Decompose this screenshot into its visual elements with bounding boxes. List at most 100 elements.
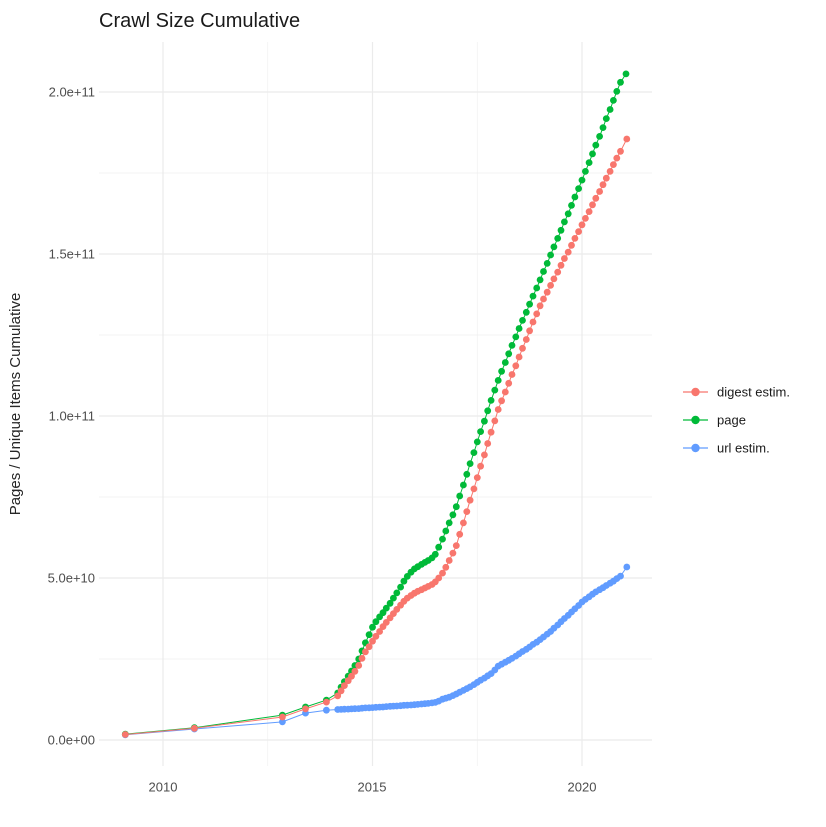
data-point	[515, 325, 523, 332]
data-point	[358, 655, 366, 662]
data-point	[554, 235, 562, 242]
data-point	[473, 438, 481, 446]
data-point	[512, 333, 520, 341]
legend: digest estim. page url estim.	[683, 385, 790, 456]
data-point	[529, 318, 537, 326]
x-tick-label: 2010	[149, 780, 178, 795]
data-point	[547, 251, 554, 259]
data-point	[536, 276, 544, 284]
data-point	[592, 194, 600, 202]
data-point	[323, 698, 330, 706]
data-point	[369, 623, 376, 631]
data-point	[554, 268, 562, 276]
data-point	[473, 474, 481, 481]
y-axis-tick-labels: 0.0e+00 5.0e+10 1.0e+11 1.5e+11 2.0e+11	[48, 85, 95, 748]
data-point	[481, 417, 488, 425]
data-point	[348, 672, 355, 680]
data-point	[470, 449, 478, 456]
data-point	[582, 215, 589, 222]
data-point	[501, 388, 509, 396]
data-point	[302, 705, 309, 713]
data-point	[529, 292, 537, 300]
data-point	[439, 569, 446, 577]
data-point	[477, 428, 484, 435]
data-point	[365, 631, 373, 639]
data-point	[508, 342, 516, 349]
data-point	[501, 359, 509, 366]
data-point	[568, 241, 575, 249]
data-point	[382, 604, 390, 612]
data-point	[435, 543, 443, 551]
data-point	[617, 572, 624, 580]
data-point	[372, 632, 380, 640]
y-tick-label: 5.0e+10	[48, 571, 95, 586]
y-tick-label: 0.0e+00	[48, 733, 95, 748]
data-point	[622, 70, 630, 78]
series-line-page	[125, 73, 627, 735]
data-point	[445, 557, 453, 564]
data-point	[400, 577, 408, 585]
data-point	[522, 308, 530, 316]
data-point	[470, 485, 478, 493]
data-point	[617, 78, 624, 86]
data-point	[487, 428, 495, 436]
data-point	[491, 417, 499, 425]
data-point	[585, 208, 593, 216]
data-point	[466, 496, 474, 504]
legend-item-label: url estim.	[717, 441, 770, 456]
data-point	[494, 406, 502, 413]
legend-key-dot	[691, 387, 700, 397]
x-tick-label: 2015	[358, 780, 387, 795]
data-point	[341, 682, 348, 689]
data-point	[540, 295, 547, 303]
legend-item-digest-estim: digest estim.	[683, 385, 790, 400]
data-point	[550, 243, 558, 251]
data-point	[602, 115, 610, 122]
data-point	[393, 589, 401, 597]
y-tick-label: 1.0e+11	[49, 409, 95, 424]
data-point	[456, 530, 464, 538]
data-point	[522, 336, 530, 343]
data-point	[582, 168, 589, 175]
data-point	[463, 470, 471, 478]
data-point	[372, 618, 380, 626]
data-point	[279, 713, 286, 721]
data-point	[575, 228, 582, 236]
data-point	[602, 174, 610, 182]
data-point	[498, 367, 505, 375]
data-point	[606, 106, 614, 113]
data-point	[439, 535, 446, 543]
legend-key-dot	[691, 415, 700, 425]
data-point	[571, 235, 579, 242]
data-point	[442, 527, 450, 535]
legend-item-label: digest estim.	[717, 385, 790, 400]
y-tick-label: 1.5e+11	[49, 247, 95, 262]
data-point	[533, 310, 541, 318]
data-point	[323, 706, 330, 714]
data-point	[571, 193, 579, 201]
data-point	[543, 260, 551, 267]
data-series	[121, 70, 631, 739]
data-point	[390, 594, 397, 602]
data-point	[617, 147, 624, 155]
data-point	[365, 643, 373, 651]
data-point	[355, 662, 363, 669]
series-line-digest-estim-	[125, 138, 628, 735]
data-point	[484, 407, 492, 415]
data-point	[568, 202, 575, 209]
data-point	[561, 255, 568, 262]
data-point	[547, 282, 554, 289]
data-point	[533, 284, 541, 292]
data-point	[589, 150, 596, 158]
data-point	[543, 288, 551, 296]
data-point	[536, 302, 544, 310]
data-point	[445, 519, 453, 527]
data-point	[431, 550, 439, 558]
data-point	[481, 451, 488, 459]
data-point	[526, 300, 533, 308]
data-point	[121, 731, 129, 738]
data-point	[610, 161, 617, 169]
data-point	[369, 637, 376, 645]
data-point	[592, 141, 600, 149]
